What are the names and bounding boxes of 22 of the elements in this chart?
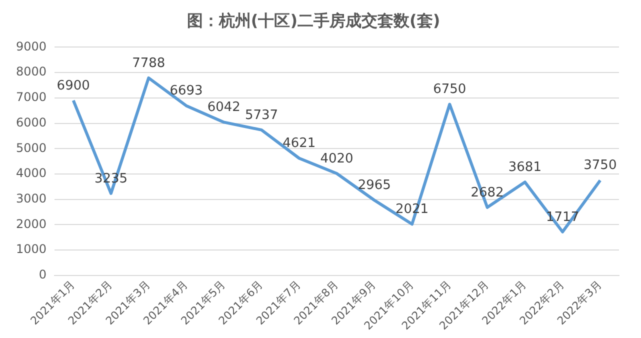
- data-label: 2965: [358, 178, 391, 194]
- y-tick-label: 6000: [16, 115, 47, 130]
- data-label: 6042: [207, 100, 240, 116]
- data-label: 5737: [244, 108, 278, 123]
- y-tick-label: 8000: [16, 64, 47, 79]
- y-tick-label: 2000: [16, 216, 47, 231]
- data-label: 4020: [320, 151, 354, 166]
- y-tick-label: 4000: [16, 166, 47, 180]
- y-tick-label: 1000: [16, 242, 47, 256]
- data-label: 6693: [170, 84, 203, 99]
- chart-title: 图：杭州(十区)二手房成交套数(套): [186, 10, 440, 30]
- data-label: 7788: [132, 56, 166, 71]
- data-label: 6750: [433, 82, 466, 98]
- data-label: 4621: [282, 136, 316, 152]
- y-tick-label: 7000: [16, 90, 47, 104]
- y-tick-label: 5000: [16, 140, 47, 155]
- y-tick-label: 3000: [16, 191, 47, 206]
- data-label: 6900: [56, 78, 90, 94]
- y-tick-label: 0: [38, 268, 47, 282]
- data-label: 3681: [508, 160, 542, 175]
- y-tick-label: 9000: [16, 39, 47, 54]
- data-label: 3750: [584, 158, 617, 174]
